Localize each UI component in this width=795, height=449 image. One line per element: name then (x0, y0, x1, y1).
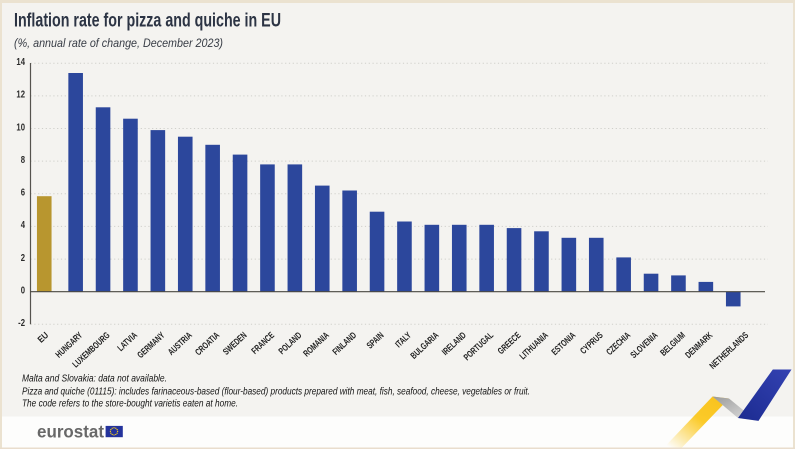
svg-text:eurostat: eurostat (37, 421, 104, 441)
svg-text:FINLAND: FINLAND (330, 330, 358, 357)
svg-text:SLOVENIA: SLOVENIA (628, 330, 660, 360)
svg-text:8: 8 (21, 154, 25, 165)
svg-text:ITALY: ITALY (393, 330, 413, 350)
svg-text:DENMARK: DENMARK (683, 330, 715, 360)
svg-text:SPAIN: SPAIN (365, 330, 386, 351)
svg-text:Malta and Slovakia: data not a: Malta and Slovakia: data not available. (22, 374, 167, 385)
svg-text:BULGARIA: BULGARIA (409, 330, 441, 361)
svg-text:NETHERLANDS: NETHERLANDS (707, 330, 750, 371)
svg-text:Inflation rate for pizza and q: Inflation rate for pizza and quiche in E… (14, 10, 281, 32)
svg-text:LATVIA: LATVIA (115, 330, 139, 353)
svg-text:FRANCE: FRANCE (249, 330, 276, 356)
svg-text:14: 14 (16, 56, 25, 67)
svg-text:2: 2 (21, 252, 25, 263)
svg-text:ROMANIA: ROMANIA (301, 330, 331, 359)
svg-text:BELGIUM: BELGIUM (658, 330, 687, 358)
svg-text:10: 10 (16, 121, 25, 132)
svg-text:Pizza and quiche (01115): incl: Pizza and quiche (01115): includes farin… (22, 387, 530, 398)
svg-text:(%, annual rate of change, Dec: (%, annual rate of change, December 2023… (14, 36, 223, 50)
svg-text:CROATIA: CROATIA (193, 330, 222, 358)
svg-text:12: 12 (16, 89, 25, 100)
svg-text:GERMANY: GERMANY (135, 330, 167, 361)
svg-text:SWEDEN: SWEDEN (221, 330, 249, 357)
svg-text:6: 6 (21, 187, 25, 198)
svg-text:EU: EU (35, 330, 50, 345)
svg-text:-2: -2 (18, 317, 25, 328)
svg-text:POLAND: POLAND (277, 330, 304, 357)
svg-text:ESTONIA: ESTONIA (549, 330, 577, 357)
svg-text:PORTUGAL: PORTUGAL (462, 330, 496, 363)
svg-text:LITHUANIA: LITHUANIA (517, 330, 550, 362)
svg-text:0: 0 (21, 284, 25, 295)
svg-text:4: 4 (21, 219, 26, 230)
svg-text:The code refers to the store-b: The code refers to the store-bought vari… (22, 399, 238, 410)
svg-text:CYPRUS: CYPRUS (578, 330, 605, 356)
svg-text:AUSTRIA: AUSTRIA (166, 330, 194, 358)
